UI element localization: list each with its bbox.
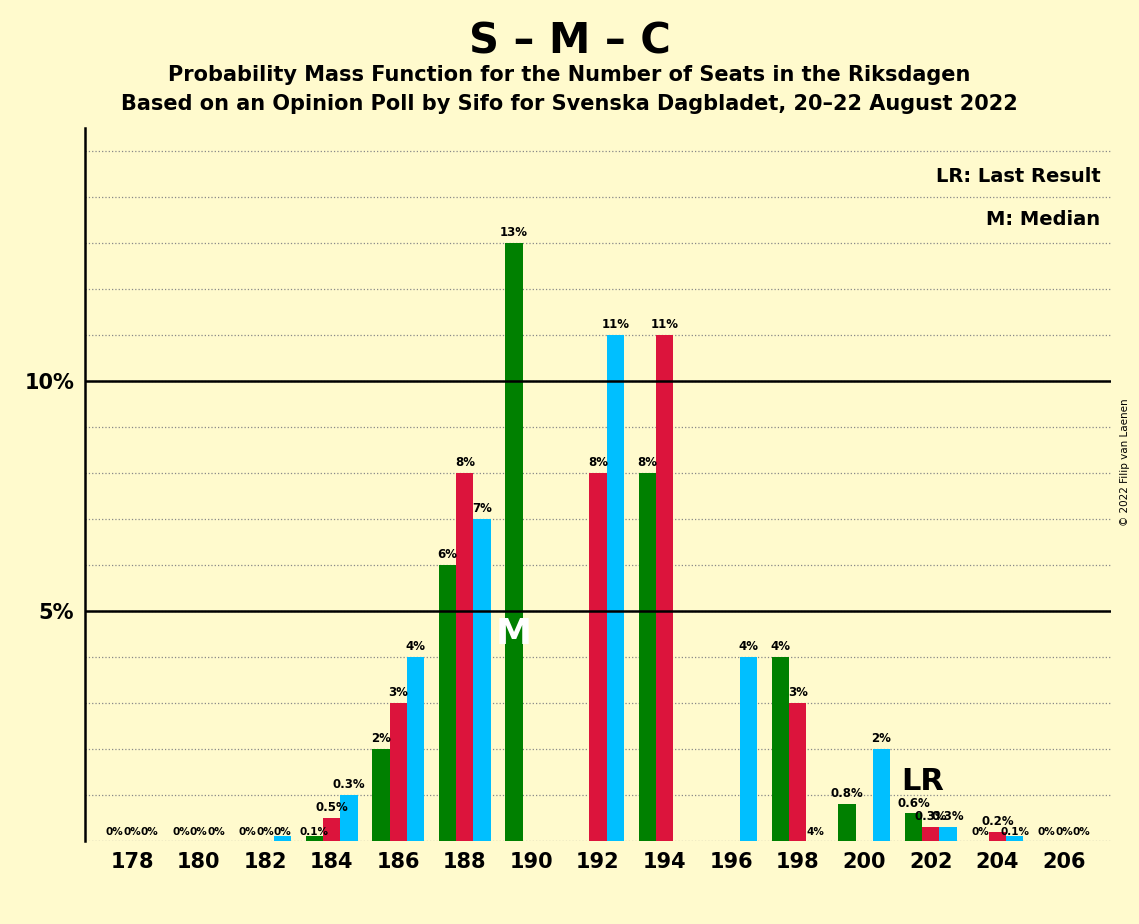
- Text: 4%: 4%: [806, 827, 823, 837]
- Bar: [923, 827, 940, 841]
- Text: M: Median: M: Median: [986, 210, 1100, 228]
- Text: 0.3%: 0.3%: [333, 778, 366, 791]
- Bar: [407, 657, 424, 841]
- Text: 0%: 0%: [172, 827, 190, 837]
- Text: 0%: 0%: [1055, 827, 1073, 837]
- Bar: [589, 473, 607, 841]
- Text: 4%: 4%: [738, 640, 759, 653]
- Bar: [656, 334, 673, 841]
- Text: 0.5%: 0.5%: [316, 801, 349, 814]
- Text: 0.8%: 0.8%: [830, 787, 863, 800]
- Bar: [739, 657, 757, 841]
- Bar: [273, 836, 292, 841]
- Text: Based on an Opinion Poll by Sifo for Svenska Dagbladet, 20–22 August 2022: Based on an Opinion Poll by Sifo for Sve…: [121, 94, 1018, 115]
- Text: M: M: [497, 616, 532, 650]
- Text: 0.6%: 0.6%: [898, 796, 929, 809]
- Bar: [305, 836, 323, 841]
- Text: 3%: 3%: [788, 687, 808, 699]
- Text: 0%: 0%: [207, 827, 224, 837]
- Bar: [341, 795, 358, 841]
- Bar: [940, 827, 957, 841]
- Text: 8%: 8%: [588, 456, 608, 469]
- Text: 0.1%: 0.1%: [300, 827, 329, 837]
- Text: 2%: 2%: [871, 732, 892, 745]
- Text: © 2022 Filip van Laenen: © 2022 Filip van Laenen: [1121, 398, 1130, 526]
- Bar: [457, 473, 474, 841]
- Text: 0.2%: 0.2%: [981, 815, 1014, 828]
- Text: 0.1%: 0.1%: [1000, 827, 1030, 837]
- Bar: [372, 748, 390, 841]
- Text: 6%: 6%: [437, 548, 458, 561]
- Bar: [904, 813, 923, 841]
- Text: 0.3%: 0.3%: [932, 810, 965, 823]
- Text: 0%: 0%: [256, 827, 274, 837]
- Text: 11%: 11%: [650, 318, 679, 331]
- Text: 0%: 0%: [273, 827, 292, 837]
- Text: LR: Last Result: LR: Last Result: [935, 166, 1100, 186]
- Bar: [323, 818, 341, 841]
- Text: 4%: 4%: [405, 640, 426, 653]
- Text: 2%: 2%: [371, 732, 391, 745]
- Text: S – M – C: S – M – C: [468, 20, 671, 62]
- Text: 0%: 0%: [123, 827, 141, 837]
- Text: Probability Mass Function for the Number of Seats in the Riksdagen: Probability Mass Function for the Number…: [169, 65, 970, 85]
- Text: 4%: 4%: [770, 640, 790, 653]
- Text: 11%: 11%: [601, 318, 629, 331]
- Text: 8%: 8%: [454, 456, 475, 469]
- Bar: [772, 657, 789, 841]
- Bar: [838, 804, 855, 841]
- Text: LR: LR: [901, 767, 944, 796]
- Bar: [506, 243, 523, 841]
- Bar: [789, 703, 806, 841]
- Text: 3%: 3%: [388, 687, 408, 699]
- Text: 0%: 0%: [239, 827, 256, 837]
- Text: 0%: 0%: [190, 827, 207, 837]
- Text: 0%: 0%: [106, 827, 124, 837]
- Bar: [989, 832, 1006, 841]
- Text: 0%: 0%: [1038, 827, 1056, 837]
- Text: 0.3%: 0.3%: [915, 810, 948, 823]
- Bar: [439, 565, 457, 841]
- Text: 0%: 0%: [972, 827, 989, 837]
- Text: 13%: 13%: [500, 225, 528, 239]
- Bar: [607, 334, 624, 841]
- Bar: [474, 518, 491, 841]
- Bar: [639, 473, 656, 841]
- Bar: [1006, 836, 1023, 841]
- Bar: [872, 748, 891, 841]
- Text: 8%: 8%: [637, 456, 657, 469]
- Text: 0%: 0%: [140, 827, 158, 837]
- Text: 0%: 0%: [1072, 827, 1090, 837]
- Bar: [390, 703, 407, 841]
- Text: 7%: 7%: [473, 502, 492, 515]
